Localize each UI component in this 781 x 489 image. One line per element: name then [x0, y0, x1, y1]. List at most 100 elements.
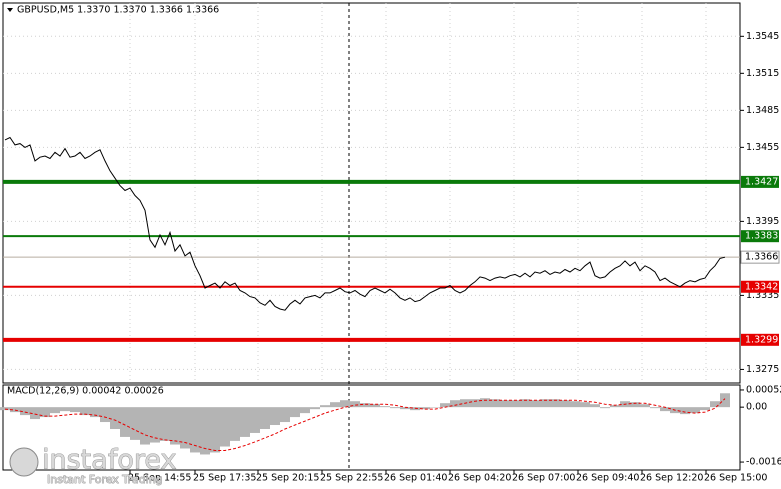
macd-bar	[640, 404, 650, 408]
macd-bar	[430, 407, 440, 408]
macd-bar	[500, 400, 510, 408]
watermark-brand: instaforex	[42, 445, 176, 476]
macd-bar	[20, 407, 30, 416]
macd-bar	[330, 402, 340, 408]
macd-bar	[610, 405, 620, 408]
macd-bar	[30, 407, 40, 420]
macd-bar	[150, 407, 160, 443]
y-tick-label: 1.3515	[746, 68, 779, 79]
y-tick-label: 1.3485	[746, 105, 779, 116]
level-label: 1.3342	[745, 281, 778, 292]
watermark-logo	[9, 447, 39, 477]
macd-bar	[160, 407, 170, 441]
macd-bar	[280, 407, 290, 423]
x-tick-label: 26 Sep 01:40	[384, 473, 447, 484]
macd-bar	[470, 399, 480, 408]
macd-bar	[320, 405, 330, 408]
macd-bar	[210, 407, 220, 453]
macd-bar	[390, 407, 400, 409]
macd-bar	[360, 403, 370, 408]
y-tick-label: 1.3455	[746, 142, 779, 153]
macd-bar	[50, 407, 60, 414]
macd-bar	[600, 407, 610, 409]
macd-bar	[690, 407, 700, 414]
level-label: 1.3299	[745, 334, 778, 345]
chart-title: GBPUSD,M5 1.3370 1.3370 1.3366 1.3366	[17, 5, 219, 16]
y-tick-label: 0.00	[746, 402, 767, 413]
macd-bar	[40, 407, 50, 418]
x-tick-label: 26 Sep 09:40	[576, 473, 639, 484]
macd-bar	[490, 399, 500, 408]
watermark-tagline: Instant Forex Trading	[47, 473, 163, 486]
macd-bar	[170, 407, 180, 445]
macd-bar	[350, 401, 360, 408]
x-tick-label: 26 Sep 12:20	[640, 473, 703, 484]
macd-bar	[140, 407, 150, 445]
macd-bar	[310, 407, 320, 410]
macd-bar	[510, 400, 520, 408]
macd-bar	[60, 407, 70, 412]
macd-bar	[570, 401, 580, 408]
macd-bar	[290, 407, 300, 418]
macd-bar	[650, 407, 660, 409]
macd-bar	[590, 404, 600, 408]
level-label-box	[741, 230, 779, 243]
x-tick-label: 25 Sep 14:55	[128, 473, 191, 484]
macd-bar	[550, 399, 560, 408]
y-tick-label: -0.00166	[746, 457, 781, 468]
macd-bar	[270, 407, 280, 426]
x-tick-label: 26 Sep 15:00	[704, 473, 767, 484]
macd-bar	[630, 402, 640, 408]
level-label-box	[741, 280, 779, 293]
macd-bar	[110, 407, 120, 429]
x-tick-label: 25 Sep 17:35	[193, 473, 256, 484]
macd-bar	[530, 400, 540, 408]
x-tick-label: 25 Sep 20:15	[256, 473, 319, 484]
macd-bar	[180, 407, 190, 449]
macd-bar	[680, 407, 690, 415]
macd-bar	[660, 407, 670, 412]
macd-bar	[520, 399, 530, 408]
y-tick-label: 1.3395	[746, 216, 779, 227]
macd-bar	[710, 401, 720, 408]
x-tick-label: 25 Sep 22:55	[320, 473, 383, 484]
macd-bar	[340, 400, 350, 408]
macd-bar	[200, 407, 210, 455]
macd-bar	[450, 400, 460, 408]
macd-bar	[300, 407, 310, 414]
macd-bar	[560, 400, 570, 408]
price-line	[4, 136, 726, 311]
macd-bar	[380, 406, 390, 408]
macd-bar	[0, 407, 10, 411]
macd-bar	[370, 404, 380, 408]
main-panel	[2, 2, 741, 384]
macd-bar	[90, 407, 100, 418]
level-label: 1.3427	[745, 176, 778, 187]
bid-label-box	[740, 250, 780, 264]
macd-bar	[260, 407, 270, 429]
macd-bar	[540, 399, 550, 408]
macd-bar	[220, 407, 230, 447]
macd-bar	[440, 403, 450, 408]
macd-bar	[130, 407, 140, 440]
macd-bar	[100, 407, 110, 423]
macd-bar	[230, 407, 240, 441]
symbol-marker	[7, 8, 13, 12]
level-label: 1.3383	[745, 231, 778, 242]
macd-bar	[250, 407, 260, 433]
macd-bar	[720, 393, 730, 408]
y-tick-label: 1.3545	[746, 31, 779, 42]
y-tick-label: 0.00052	[746, 384, 781, 395]
x-tick-label: 26 Sep 04:20	[448, 473, 511, 484]
x-tick-label: 26 Sep 07:00	[512, 473, 575, 484]
level-label-box	[741, 333, 779, 346]
macd-bar	[400, 407, 410, 410]
y-tick-label: 1.3335	[746, 290, 779, 301]
level-label-box	[741, 175, 779, 188]
macd-bar	[240, 407, 250, 437]
macd-bar	[480, 398, 490, 408]
bid-label: 1.3366	[745, 252, 778, 263]
macd-title: MACD(12,26,9) 0.00042 0.00026	[7, 386, 164, 397]
y-tick-label: 1.3275	[746, 364, 779, 375]
signal-line	[4, 398, 726, 451]
